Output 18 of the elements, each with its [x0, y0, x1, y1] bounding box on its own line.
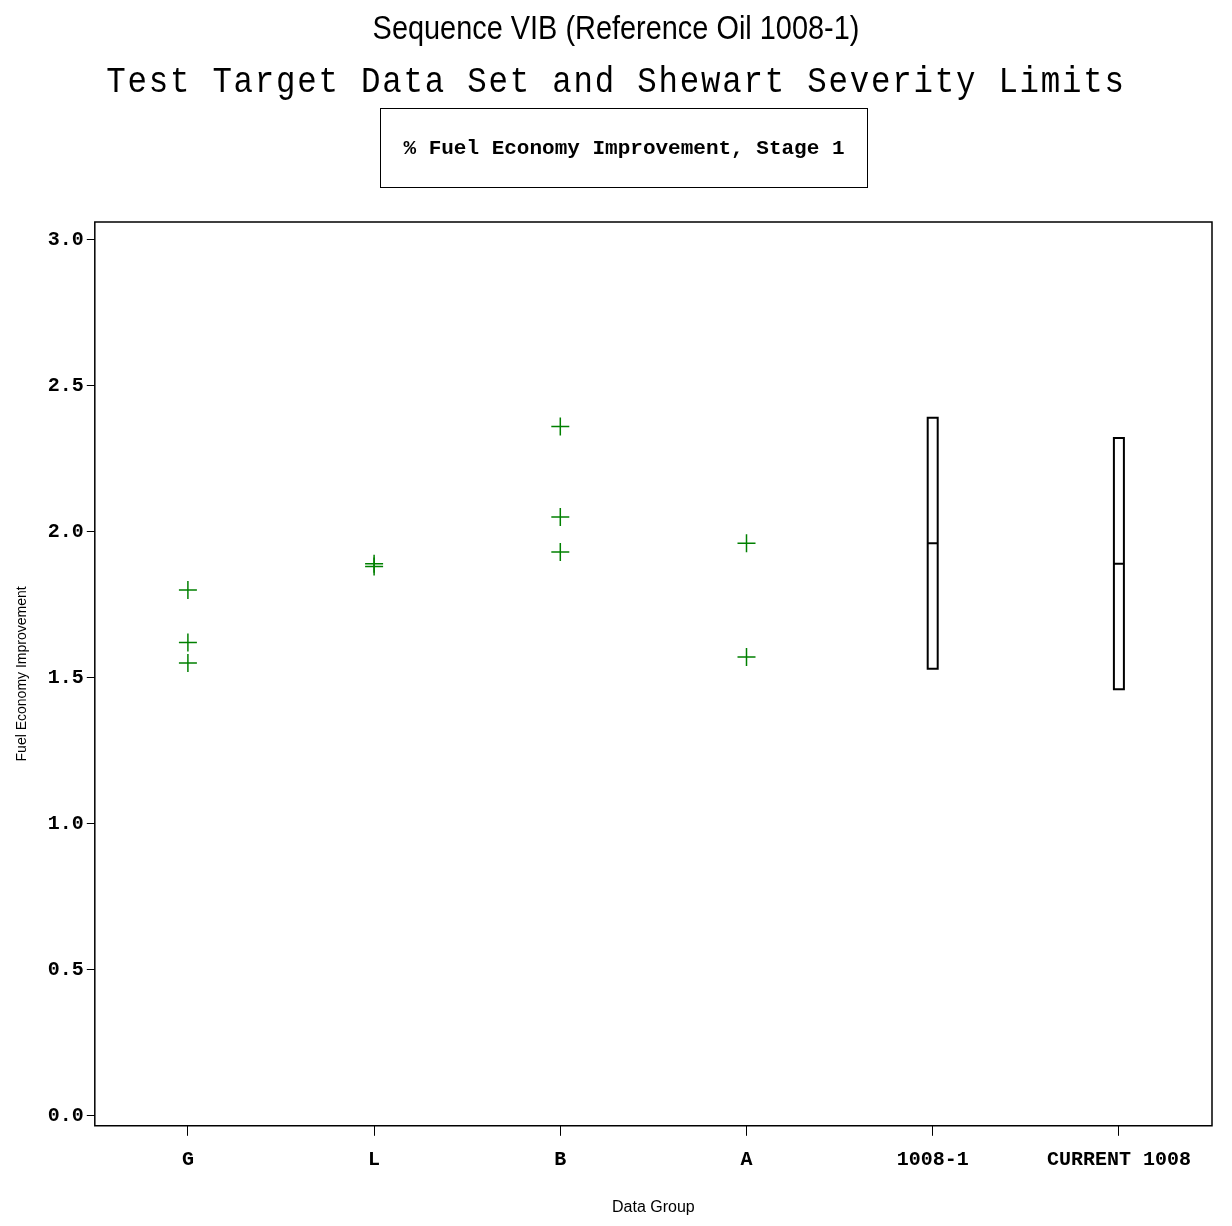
text: % Fuel Economy Improvement, Stage 1: [380, 108, 868, 188]
x-axis-title: Data Group: [612, 1197, 695, 1215]
x-tick-label: A: [740, 1147, 753, 1171]
x-tick-label: L: [368, 1147, 381, 1171]
y-tick-label: 2.0: [47, 519, 84, 543]
chart-title: Sequence VIB (Reference Oil 1008-1): [371, 8, 861, 47]
y-tick-label: 1.0: [47, 811, 84, 835]
x-tick-label: 1008-1: [896, 1147, 969, 1171]
chart-subtitle: Test Target Data Set and Shewart Severity Limits: [105, 62, 1127, 103]
x-tick-label: G: [181, 1147, 194, 1171]
y-tick-label: 1.5: [47, 665, 84, 689]
x-tick-label: B: [554, 1147, 567, 1171]
y-axis-title: Fuel Economy Improvement: [13, 586, 30, 762]
y-tick-label: 3.0: [47, 227, 84, 251]
y-tick-label: 0.5: [47, 957, 84, 981]
y-tick-label: 2.5: [47, 373, 84, 397]
x-tick-label: CURRENT 1008: [1046, 1147, 1191, 1171]
y-tick-label: 0.0: [47, 1103, 84, 1127]
